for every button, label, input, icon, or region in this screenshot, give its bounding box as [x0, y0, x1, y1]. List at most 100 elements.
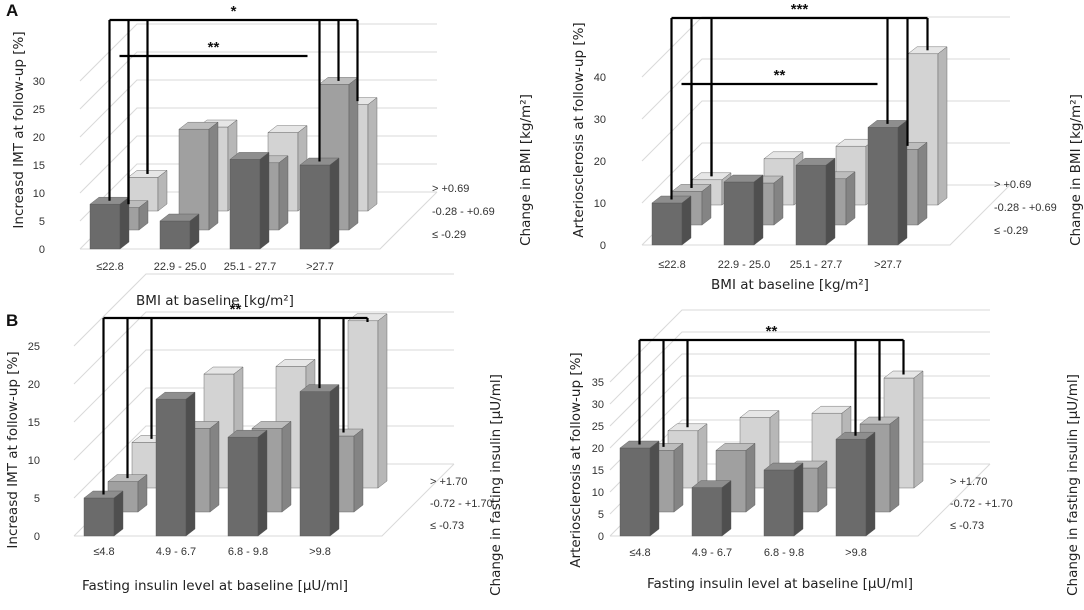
gridline: [641, 16, 1010, 78]
bar-side: [917, 141, 928, 226]
bar-side: [889, 416, 900, 513]
bar-side: [367, 97, 378, 212]
bar-side: [138, 200, 149, 231]
x-tick-label: ≤4.8: [93, 546, 114, 558]
bar: [795, 157, 836, 246]
bar-front: [229, 159, 261, 250]
bar-front: [178, 128, 210, 231]
bar-side: [137, 474, 148, 513]
bar-front: [155, 399, 187, 537]
x-tick-label: 6.8 - 9.8: [764, 547, 804, 559]
bar-side: [793, 462, 804, 537]
bar-side: [209, 420, 220, 513]
y-tick-label: 15: [592, 465, 604, 477]
bar: [867, 119, 908, 246]
x-tick-label: 25.1 - 27.7: [790, 259, 843, 271]
significance-label: *: [231, 3, 237, 20]
bar-side: [189, 213, 200, 250]
significance-bracket: [638, 338, 905, 447]
z-tick-label: -0.72 - +1.70: [430, 498, 493, 510]
z-tick-label: > +1.70: [430, 476, 467, 488]
x-tick-label: 22.9 - 25.0: [718, 259, 771, 271]
y-tick-label: 20: [592, 443, 604, 455]
y-tick-label: 15: [33, 160, 45, 172]
z-tick-label: ≤ -0.29: [432, 229, 466, 241]
y-tick-label: 0: [34, 531, 40, 543]
bar-front: [619, 447, 651, 537]
y-tick-label: 25: [33, 104, 45, 116]
y-tick-label: 5: [34, 493, 40, 505]
charts-group: 0 5 10 15 20 25 30 ≤22.8 22.9 - 25.0 25.1 - 27.7 >…: [5, 1, 1084, 596]
y-tick-label: 20: [28, 379, 40, 391]
bar-side: [681, 195, 692, 246]
y-tick-label: 30: [594, 114, 606, 126]
bar: [763, 462, 804, 537]
gridline: [641, 58, 1010, 120]
bar-front: [89, 203, 121, 250]
bar: [299, 157, 340, 250]
y-axis-title: Arteriosclerosis at follow-up [%]: [568, 352, 584, 567]
bar-side: [701, 183, 712, 226]
x-tick-label: ≤22.8: [658, 259, 685, 271]
bar: [723, 174, 764, 246]
bar-front: [691, 487, 723, 537]
bar: [178, 121, 219, 231]
x-tick-label: 4.9 - 6.7: [692, 547, 732, 559]
y-tick-label: 10: [594, 198, 606, 210]
significance-label: **: [230, 301, 242, 318]
bar-side: [157, 169, 168, 212]
bar-front: [299, 164, 331, 250]
gridline: [641, 100, 1010, 162]
bar: [835, 431, 876, 537]
significance-label: **: [766, 323, 778, 340]
bar-side: [281, 420, 292, 513]
bar: [651, 195, 692, 246]
z-tick-label: > +0.69: [432, 183, 469, 195]
x-tick-label: ≤4.8: [629, 547, 650, 559]
z-tick-label: -0.28 - +0.69: [994, 202, 1057, 214]
bars: [651, 46, 948, 246]
z-axis-title: Change in fasting insulin [µU/ml]: [1065, 374, 1081, 596]
z-tick-label: -0.28 - +0.69: [432, 206, 495, 218]
y-tick-label: 0: [598, 531, 604, 543]
y-tick-label: 40: [594, 72, 606, 84]
panel-label-a: A: [6, 1, 18, 20]
chart-2: 0 10 20 30 40 ≤22.8 22.9 - 25.0 25.1 - 27.7 >27.…: [571, 1, 1084, 293]
z-axis-title: Change in BMI [kg/m²]: [518, 94, 534, 246]
bar-side: [377, 313, 388, 489]
bar-front: [159, 220, 191, 250]
significance-bracket: [102, 316, 369, 495]
bar-side: [329, 157, 340, 250]
x-tick-label: >27.7: [306, 261, 334, 273]
chart-1: 0 5 10 15 20 25 30 ≤22.8 22.9 - 25.0 25.1 - 27.7 >…: [11, 3, 534, 309]
bar: [83, 490, 124, 537]
chart-3: 0 5 10 15 20 25 ≤4.8 4.9 - 6.7 6.8 - 9.8 >9.8 ≤ -0…: [5, 273, 504, 596]
x-tick-label: >27.7: [874, 259, 902, 271]
bar-side: [257, 429, 268, 537]
y-tick-label: 0: [600, 240, 606, 252]
x-tick-label: >9.8: [309, 546, 331, 558]
bar: [155, 391, 196, 537]
gridline: [73, 311, 454, 385]
bar-side: [825, 157, 836, 246]
z-tick-label: > +1.70: [950, 476, 987, 488]
y-axis-title: Increasd IMT at follow-up [%]: [11, 31, 27, 228]
y-tick-label: 25: [592, 421, 604, 433]
bar: [229, 151, 270, 250]
bar-side: [119, 196, 130, 250]
y-axis-title: Arteriosclerosis at follow-up [%]: [571, 22, 587, 237]
bar-side: [278, 155, 289, 231]
bar-side: [185, 391, 196, 537]
bar-side: [845, 171, 856, 226]
y-axis-title: Increasd IMT at follow-up [%]: [5, 351, 21, 548]
bars: [83, 313, 388, 537]
y-tick-label: 25: [28, 341, 40, 353]
significance-label: **: [208, 39, 220, 56]
gridline: [73, 273, 454, 347]
bar-side: [208, 121, 219, 231]
x-tick-label: 4.9 - 6.7: [156, 546, 196, 558]
y-tick-label: 10: [592, 487, 604, 499]
x-tick-label: 22.9 - 25.0: [154, 261, 207, 273]
z-axis-title: Change in fasting insulin [µU/ml]: [488, 374, 504, 596]
